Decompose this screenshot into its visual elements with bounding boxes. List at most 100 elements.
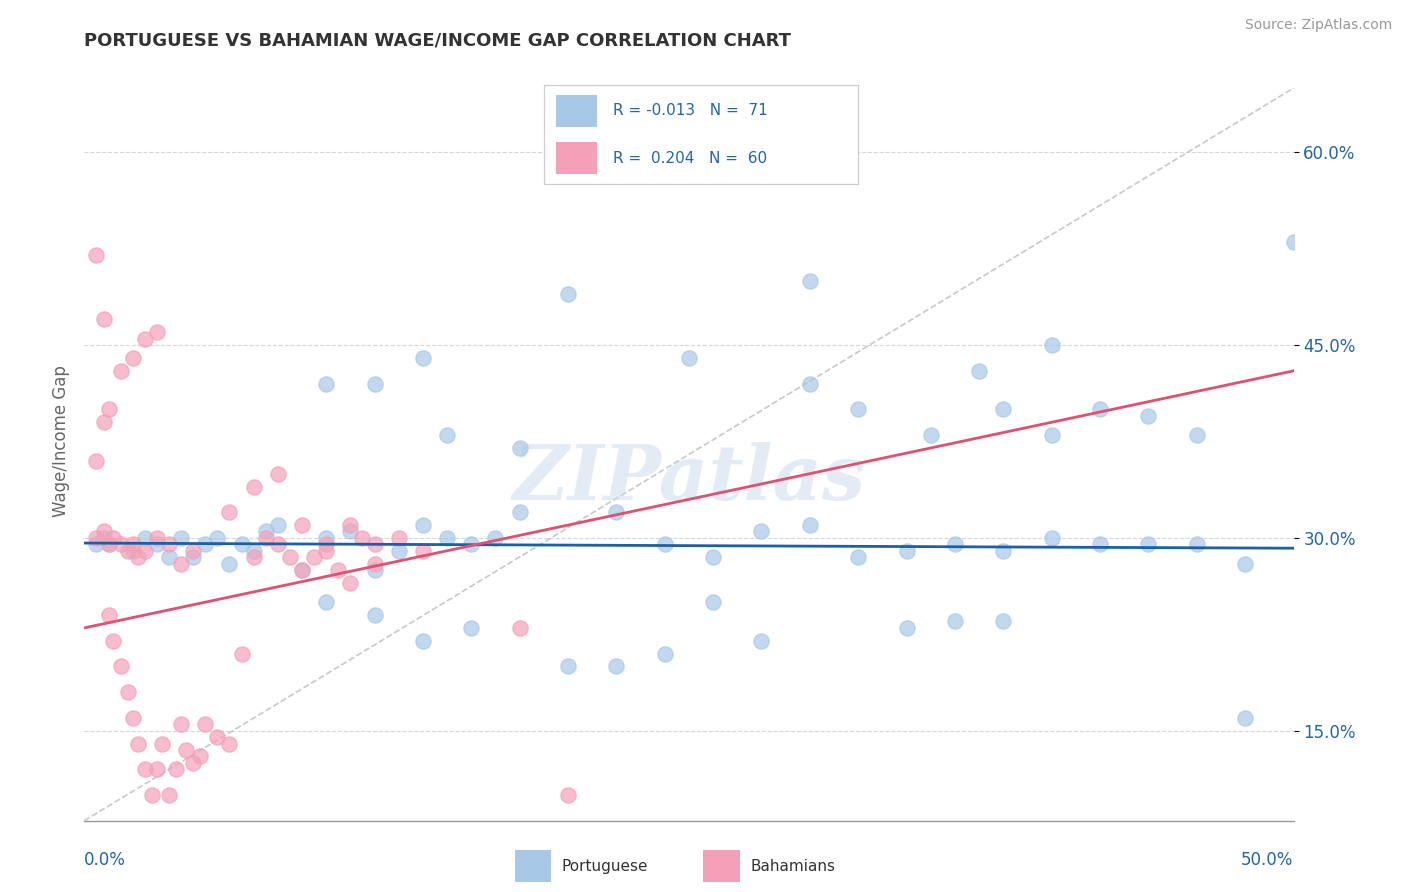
Point [302,550,325,565]
Point [157,550,180,565]
Point [436,531,458,545]
Point [150,737,173,751]
Y-axis label: Wage/Income Gap: Wage/Income Gap [52,366,70,517]
Point [181,543,204,558]
Point [1137,537,1160,551]
Point [993,615,1015,629]
Point [231,537,253,551]
Point [1234,557,1257,571]
Point [605,505,627,519]
Point [751,524,773,539]
Point [315,531,337,545]
Point [1185,428,1208,442]
Point [846,402,869,417]
Text: 50.0%: 50.0% [1241,851,1294,869]
Point [339,524,361,539]
Point [194,717,217,731]
Point [86,531,108,545]
Point [388,543,411,558]
Point [121,537,143,551]
Point [1282,235,1305,250]
Point [103,531,125,545]
Point [146,537,169,551]
Point [1137,409,1160,423]
Point [799,376,821,391]
Point [291,563,314,577]
Point [363,607,385,622]
Point [134,332,156,346]
Point [654,647,676,661]
Point [363,537,385,551]
Point [315,543,337,558]
Point [557,659,579,673]
Point [157,537,180,551]
Point [207,730,229,744]
Point [170,557,193,571]
Point [134,531,156,545]
Point [127,737,149,751]
Point [242,479,264,493]
Point [412,633,434,648]
Point [190,749,212,764]
Point [967,364,990,378]
Point [328,563,350,577]
Point [127,550,149,565]
Point [110,364,132,378]
Point [86,454,108,468]
Point [363,376,385,391]
Point [165,762,187,776]
Point [97,402,120,417]
Point [181,756,204,770]
Point [509,621,531,635]
Point [436,428,458,442]
Point [242,550,264,565]
Point [1088,402,1111,417]
Point [557,788,579,802]
Point [315,537,337,551]
Point [943,537,966,551]
Point [170,531,193,545]
Point [1088,537,1111,551]
Point [1040,338,1063,352]
Point [254,531,277,545]
Point [267,467,290,481]
Point [146,326,169,340]
Point [254,524,277,539]
Point [121,351,143,365]
Point [134,543,156,558]
Text: PORTUGUESE VS BAHAMIAN WAGE/INCOME GAP CORRELATION CHART: PORTUGUESE VS BAHAMIAN WAGE/INCOME GAP C… [84,32,792,50]
Point [194,537,217,551]
Point [799,274,821,288]
Point [339,518,361,533]
Point [174,743,197,757]
Point [146,531,169,545]
Point [460,621,482,635]
Point [896,543,918,558]
Point [339,575,361,590]
Point [460,537,482,551]
Point [93,312,115,326]
Point [557,286,579,301]
Point [412,351,434,365]
Point [993,543,1015,558]
Point [702,595,724,609]
Point [352,531,374,545]
Point [799,518,821,533]
Point [291,518,314,533]
Point [278,550,301,565]
Point [920,428,942,442]
Point [993,402,1015,417]
Point [218,557,240,571]
Point [207,531,229,545]
Point [97,537,120,551]
Point [110,659,132,673]
Point [231,647,253,661]
Point [121,543,143,558]
Text: Source: ZipAtlas.com: Source: ZipAtlas.com [1244,18,1392,32]
Point [121,711,143,725]
Point [605,659,627,673]
Point [412,543,434,558]
Point [134,762,156,776]
Point [896,621,918,635]
Point [363,557,385,571]
